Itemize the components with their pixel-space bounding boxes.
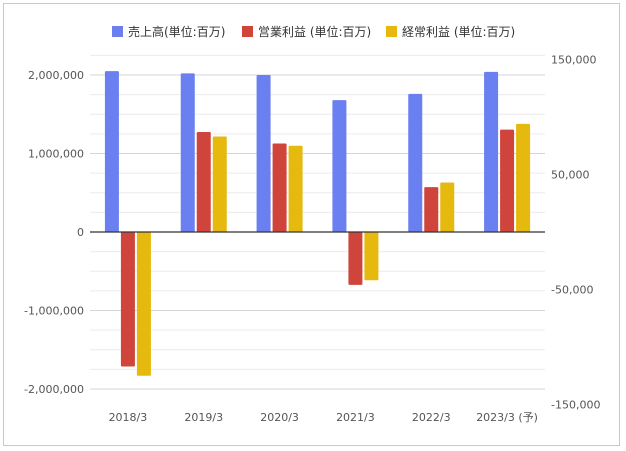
- legend-label-1: 営業利益 (単位:百万): [258, 24, 371, 39]
- bar-売上高(単位:百万)-2019/3: [180, 73, 195, 233]
- legend-label-2: 経常利益 (単位:百万): [402, 24, 515, 39]
- bar-営業利益 (単位:百万)-2018/3: [120, 232, 135, 367]
- combo-bar-chart: 売上高(単位:百万) 営業利益 (単位:百万) 経常利益 (単位:百万) 2,000…: [24, 24, 600, 424]
- right-tick-label: -50,000: [551, 284, 593, 297]
- legend-label-0: 売上高(単位:百万): [128, 24, 225, 39]
- left-tick-label: 2,000,000: [28, 69, 84, 82]
- gridlines: [90, 54, 545, 390]
- x-tick-label: 2020/3: [260, 411, 299, 424]
- x-tick-label: 2019/3: [184, 411, 223, 424]
- bar-経常利益 (単位:百万)-2019/3: [212, 136, 227, 232]
- bar-営業利益 (単位:百万)-2020/3: [272, 143, 287, 232]
- left-axis-ticks: 2,000,000 1,000,000 0 -1,000,000 -2,000,000: [24, 69, 84, 396]
- bar-営業利益 (単位:百万)-2023/3 (予): [500, 129, 515, 232]
- bar-売上高(単位:百万)-2022/3: [408, 93, 423, 232]
- right-tick-label: 150,000: [551, 54, 597, 67]
- bar-売上高(単位:百万)-2023/3 (予): [484, 71, 499, 232]
- x-tick-label: 2018/3: [109, 411, 148, 424]
- right-tick-label: -150,000: [551, 399, 600, 412]
- bar-営業利益 (単位:百万)-2019/3: [196, 131, 211, 232]
- bar-経常利益 (単位:百万)-2022/3: [440, 182, 455, 232]
- bar-営業利益 (単位:百万)-2021/3: [348, 232, 363, 285]
- bar-売上高(単位:百万)-2021/3: [332, 100, 347, 233]
- bar-経常利益 (単位:百万)-2018/3: [136, 232, 151, 376]
- bars: [104, 71, 531, 376]
- bar-営業利益 (単位:百万)-2022/3: [424, 187, 439, 232]
- bar-経常利益 (単位:百万)-2020/3: [288, 145, 303, 232]
- x-tick-label: 2022/3: [412, 411, 451, 424]
- legend-swatch-1: [242, 26, 253, 37]
- left-tick-label: 1,000,000: [28, 148, 84, 161]
- bar-経常利益 (単位:百万)-2021/3: [364, 232, 379, 281]
- x-axis-ticks: 2018/3 2019/3 2020/3 2021/3 2022/3 2023/3 (予): [109, 411, 538, 424]
- bar-売上高(単位:百万)-2020/3: [256, 75, 271, 232]
- legend-swatch-2: [386, 26, 397, 37]
- chart-frame: 売上高(単位:百万) 営業利益 (単位:百万) 経常利益 (単位:百万) 2,000…: [3, 3, 620, 446]
- bar-経常利益 (単位:百万)-2023/3 (予): [516, 123, 531, 232]
- right-tick-label: 50,000: [551, 169, 590, 182]
- x-tick-label: 2021/3: [336, 411, 375, 424]
- x-tick-label: 2023/3 (予): [476, 411, 538, 424]
- left-tick-label: -1,000,000: [24, 305, 84, 318]
- left-tick-label: 0: [77, 226, 84, 239]
- right-axis-ticks: 150,000 50,000 -50,000 -150,000: [551, 54, 600, 412]
- bar-売上高(単位:百万)-2018/3: [104, 71, 119, 232]
- left-tick-label: -2,000,000: [24, 383, 84, 396]
- legend: 売上高(単位:百万) 営業利益 (単位:百万) 経常利益 (単位:百万): [112, 24, 515, 39]
- legend-swatch-0: [112, 26, 123, 37]
